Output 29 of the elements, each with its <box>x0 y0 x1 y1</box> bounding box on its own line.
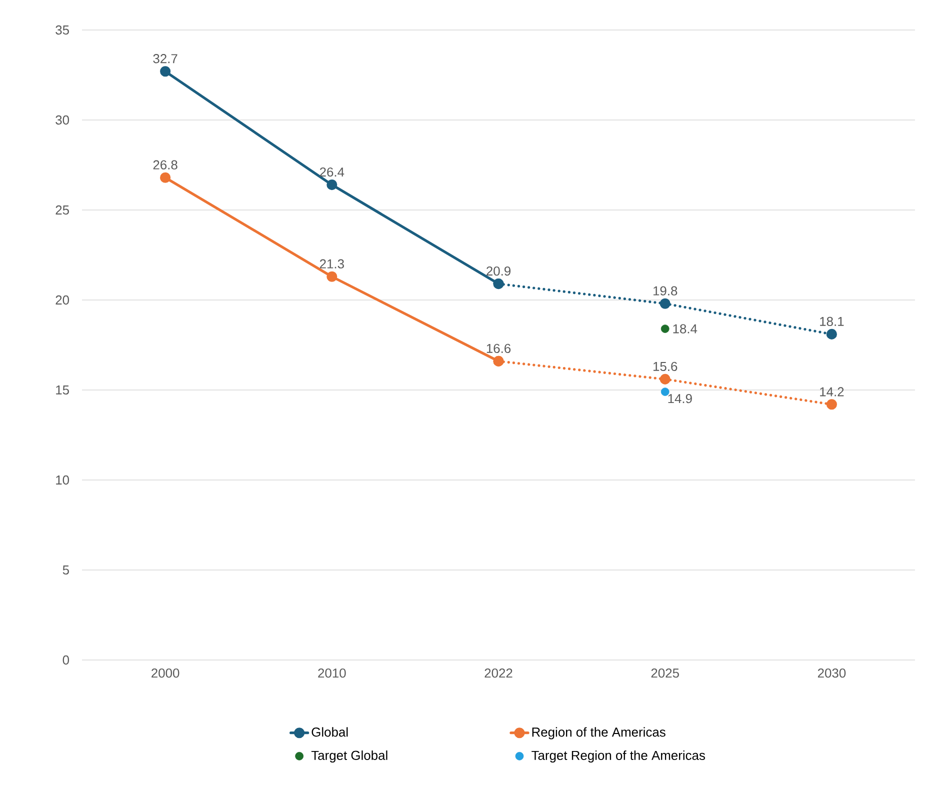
data-label: 14.9 <box>668 394 692 404</box>
x-tick-label: 2022 <box>484 668 512 678</box>
y-tick-label: 25 <box>56 205 69 215</box>
data-label: 18.1 <box>820 316 844 326</box>
data-label: 14.2 <box>820 387 844 396</box>
y-tick-label: 30 <box>56 115 70 125</box>
legend-label: Global <box>312 727 348 737</box>
legend-label: Target Global <box>311 750 388 763</box>
data-label: 18.4 <box>673 324 698 334</box>
data-label: 32.7 <box>153 54 178 64</box>
y-tick-label: 0 <box>62 655 70 665</box>
x-tick-label: 2025 <box>651 668 679 678</box>
data-label: 19.8 <box>653 286 678 296</box>
data-label: 16.6 <box>486 344 511 354</box>
data-label: 15.6 <box>653 362 678 372</box>
data-label: 26.4 <box>320 167 344 177</box>
legend-label: Target Region of the Americas <box>532 750 705 763</box>
y-tick-label: 10 <box>56 475 70 485</box>
x-tick-label: 2010 <box>318 668 346 678</box>
data-label: 20.9 <box>486 266 510 276</box>
data-label: 21.3 <box>320 259 344 268</box>
y-tick-label: 20 <box>56 295 70 305</box>
y-tick-label: 35 <box>56 25 69 35</box>
data-label: 26.8 <box>153 160 178 170</box>
y-tick-label: 5 <box>62 565 69 575</box>
x-tick-label: 2030 <box>818 668 846 678</box>
x-tick-label: 2000 <box>152 668 180 678</box>
y-tick-label: 15 <box>56 385 69 395</box>
legend-label: Region of the Americas <box>532 727 666 740</box>
